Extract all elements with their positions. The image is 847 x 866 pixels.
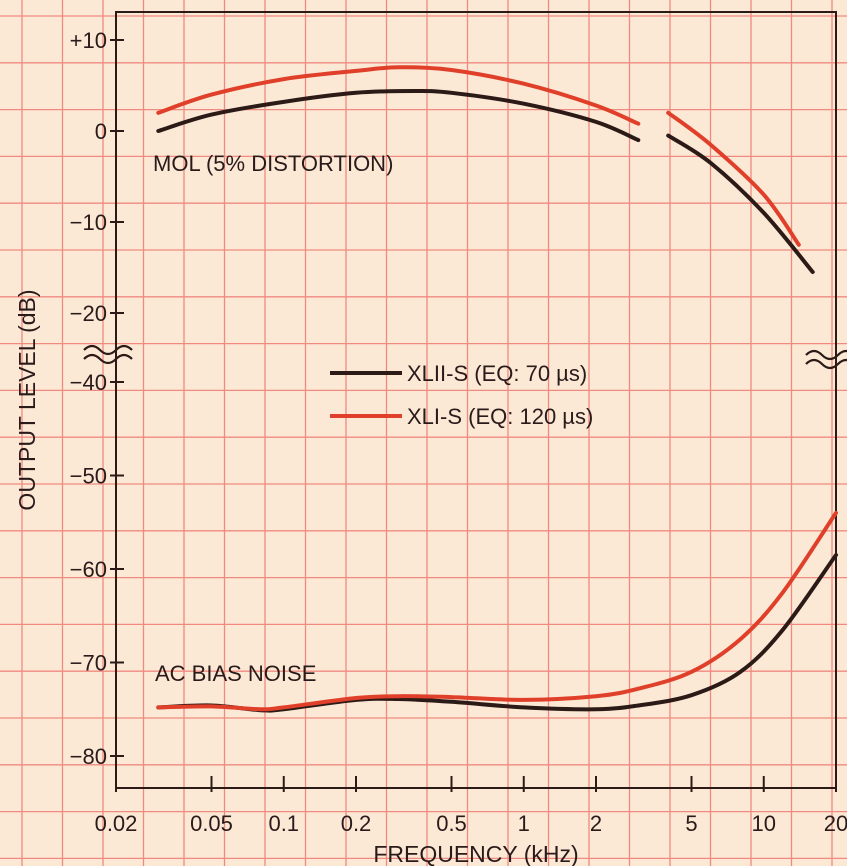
y-axis: +10 0 −10 −20 −40 −50 −60 −70 −80 (70, 28, 124, 769)
y-tick-label: 0 (95, 119, 107, 144)
x-axis-label: FREQUENCY (kHz) (373, 841, 578, 866)
series-xli-noise-line (156, 510, 838, 712)
y-tick-label: +10 (70, 28, 107, 53)
x-tick-label: 1 (518, 811, 530, 836)
x-tick-label: 0.05 (190, 811, 233, 836)
y-tick-label: −20 (70, 301, 107, 326)
axis-breaks (83, 344, 847, 370)
plot-frame (115, 11, 837, 789)
mol-annotation: MOL (5% DISTORTION) (153, 151, 393, 176)
legend: XLII-S (EQ: 70 µs) XLI-S (EQ: 120 µs) (330, 361, 593, 429)
y-tick-label: −60 (70, 557, 107, 582)
y-tick-label: −50 (70, 464, 107, 489)
series-lines (156, 65, 838, 713)
x-tick-label: 20 (824, 811, 847, 836)
y-axis-label: OUTPUT LEVEL (dB) (14, 289, 40, 510)
x-tick-label: 2 (590, 811, 602, 836)
x-tick-label: 0.2 (341, 811, 372, 836)
series-xlii-mol-hf-line (666, 133, 815, 274)
series-xlii-noise-line (156, 553, 838, 713)
x-tick-label: 0.5 (436, 811, 467, 836)
y-tick-label: −70 (70, 651, 107, 676)
series-xli-mol-hf-line (666, 110, 801, 247)
x-tick-label: 0.1 (268, 811, 299, 836)
x-axis: 0.02 0.05 0.1 0.2 0.5 1 2 5 10 20 (95, 776, 847, 836)
axis-break-mark (83, 344, 133, 356)
series-xli-mol-line (156, 65, 641, 126)
y-tick-label: −10 (70, 210, 107, 235)
series-xlii-mol-line (156, 88, 641, 143)
y-tick-label: −80 (70, 744, 107, 769)
axis-break-mark (83, 353, 133, 365)
axis-break-mark (805, 358, 847, 370)
y-tick-label: −40 (70, 370, 107, 395)
noise-annotation: AC BIAS NOISE (155, 661, 316, 686)
axis-break-mark (805, 349, 847, 361)
legend-label-xlii: XLII-S (EQ: 70 µs) (407, 361, 587, 386)
x-tick-label: 5 (685, 811, 697, 836)
x-tick-label: 0.02 (95, 811, 138, 836)
x-tick-label: 10 (752, 811, 776, 836)
legend-label-xli: XLI-S (EQ: 120 µs) (407, 404, 593, 429)
